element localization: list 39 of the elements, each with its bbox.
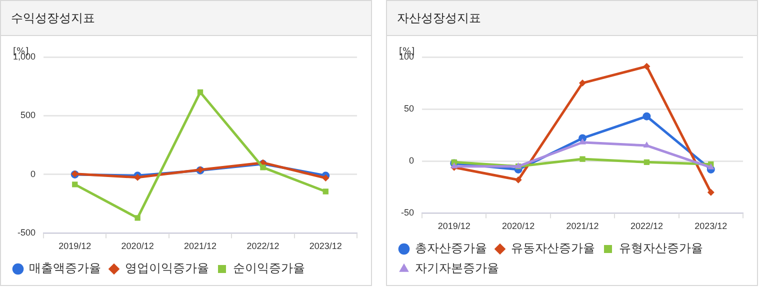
x-tick-label: 2020/12 xyxy=(502,221,535,232)
point xyxy=(707,188,714,196)
x-tick-label: 2022/12 xyxy=(630,221,663,232)
point xyxy=(72,182,78,188)
point xyxy=(322,174,330,182)
y-tick-label: 500 xyxy=(20,110,36,120)
legend-label: 영업이익증가율 xyxy=(125,261,209,276)
legend-label: 유형자산증가율 xyxy=(619,241,703,256)
y-tick-label: -500 xyxy=(18,228,36,238)
x-tick-label: 2023/12 xyxy=(309,241,342,252)
x-tick-label: 2023/12 xyxy=(694,221,728,232)
x-tick-label: 2019/12 xyxy=(438,221,470,232)
x-tick-label: 2021/12 xyxy=(566,221,599,232)
point xyxy=(322,188,328,194)
chart-title: 자산성장성지표 xyxy=(387,1,757,36)
point xyxy=(197,89,204,96)
y-tick-label: 0 xyxy=(30,168,36,179)
legend-label: 총자산증가율 xyxy=(415,241,487,256)
y-tick-label: -50 xyxy=(401,208,414,218)
point xyxy=(134,215,140,221)
x-tick-label: 2019/12 xyxy=(58,241,92,252)
legend-label: 자기자본증가율 xyxy=(415,261,499,276)
point xyxy=(580,156,586,162)
point xyxy=(514,176,522,184)
legend-label: 매출액증가율 xyxy=(29,261,101,276)
point xyxy=(450,162,458,168)
point xyxy=(642,112,651,120)
y-tick-label: 50 xyxy=(404,104,414,114)
point xyxy=(644,159,650,166)
x-tick-label: 2020/12 xyxy=(121,241,154,252)
chart-title: 수익성장성지표 xyxy=(1,1,371,36)
point xyxy=(579,80,586,87)
x-tick-label: 2022/12 xyxy=(246,241,280,252)
legend-label: 순이익증가율 xyxy=(233,261,305,276)
legend-label: 유동자산증가율 xyxy=(511,241,595,256)
y-tick-label: 0 xyxy=(409,156,414,166)
point xyxy=(260,164,266,170)
x-tick-label: 2021/12 xyxy=(184,241,217,252)
point xyxy=(643,62,650,70)
